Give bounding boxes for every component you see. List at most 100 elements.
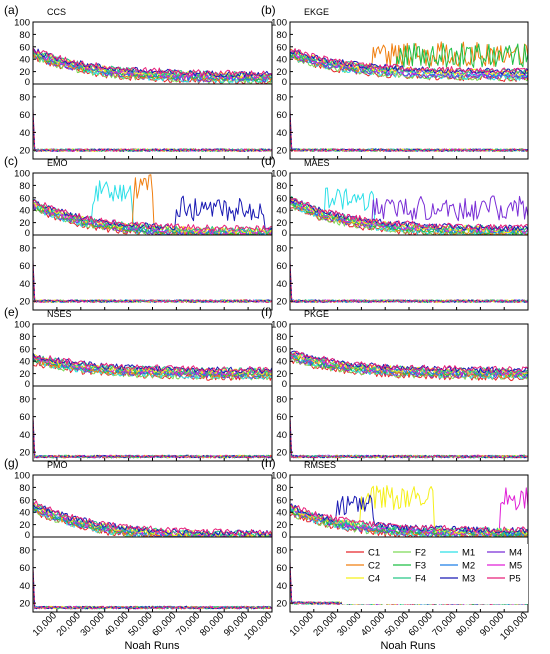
y-tick-label: 0 — [282, 228, 287, 239]
legend-label-c1: C1 — [368, 548, 380, 559]
series-line-c4-lower — [290, 113, 528, 152]
series-line-m1-lower — [290, 275, 528, 303]
series-line-m4-lower — [33, 579, 272, 610]
series-line-f3-lower — [290, 119, 528, 152]
y-tick-label: 80 — [276, 243, 287, 254]
series-line-m4-upper — [290, 53, 528, 80]
panel-letter: (d) — [261, 154, 276, 168]
y-tick-label: 80 — [276, 92, 287, 103]
series-line-p5-upper — [33, 47, 272, 77]
series-group — [290, 350, 528, 459]
series-line-c1-lower — [290, 278, 528, 303]
y-tick-label: 40 — [276, 357, 287, 368]
x-tick-label: 70,000 — [430, 610, 458, 638]
y-tick-label: 20 — [19, 599, 30, 610]
series-line-p5-lower — [290, 259, 528, 303]
y-tick-label: 40 — [276, 581, 287, 592]
series-line-f2-lower — [33, 432, 272, 459]
series-line-f3-lower — [290, 270, 528, 303]
y-tick-label: 100 — [271, 471, 287, 482]
y-tick-label: 0 — [25, 379, 30, 390]
y-tick-label: 20 — [19, 218, 30, 229]
y-tick-label: 60 — [276, 193, 287, 204]
series-line-c1-lower — [33, 127, 272, 152]
series-line-c2-lower — [290, 427, 528, 459]
series-line-m5-lower — [290, 266, 528, 303]
x-tick-label: 80,000 — [198, 610, 226, 638]
series-line-f2-lower — [33, 126, 272, 152]
series-line-f4-lower — [290, 111, 528, 152]
series-line-f4-lower — [33, 111, 272, 152]
x-axis-title-right: Noah Runs — [380, 640, 436, 652]
series-line-m5-lower — [33, 266, 272, 303]
series-line-f4-lower — [33, 262, 272, 303]
y-tick-label: 60 — [276, 412, 287, 423]
y-tick-label: 100 — [14, 169, 30, 180]
series-line-m5-lower — [33, 572, 272, 610]
x-tick-label: 50,000 — [126, 610, 154, 638]
y-tick-label: 100 — [271, 169, 287, 180]
y-tick-label: 80 — [19, 394, 30, 405]
series-line-p5-upper — [290, 196, 528, 231]
y-tick-label: 20 — [19, 297, 30, 308]
x-tick-label: 70,000 — [174, 610, 202, 638]
y-tick-label: 60 — [19, 261, 30, 272]
series-line-c4-lower — [33, 571, 272, 610]
series-line-m1-lower — [33, 275, 272, 303]
y-tick-label: 80 — [19, 332, 30, 343]
y-tick-label: 20 — [276, 67, 287, 78]
series-line-f2-lower — [290, 126, 528, 152]
series-line-m1-lower — [290, 124, 528, 152]
series-line-m2-lower — [290, 117, 528, 152]
series-line-m5-lower — [290, 421, 528, 459]
panel-letter: (c) — [4, 154, 18, 168]
legend-label-m5: M5 — [509, 561, 522, 572]
panel-letter: (g) — [4, 456, 19, 470]
series-line-f4-lower — [33, 569, 272, 610]
series-line-c4-lower — [33, 264, 272, 303]
panel-letter: (b) — [261, 3, 276, 17]
series-line-m4-lower — [290, 273, 528, 303]
y-tick-label: 20 — [276, 297, 287, 308]
series-line-c4-upper — [33, 502, 272, 538]
y-tick-label: 40 — [276, 128, 287, 139]
panel-title: MAES — [304, 158, 330, 168]
panel-title: PMO — [47, 460, 68, 470]
series-line-m4-lower — [33, 429, 272, 459]
series-line-m2-upper — [290, 352, 528, 377]
legend-label-f4: F4 — [415, 574, 426, 585]
x-tick-label: 50,000 — [383, 610, 411, 638]
panel-title: RMSES — [304, 460, 336, 470]
y-tick-label: 60 — [19, 42, 30, 53]
x-tick-label: 60,000 — [407, 610, 435, 638]
y-tick-label: 40 — [19, 128, 30, 139]
y-tick-label: 20 — [276, 448, 287, 459]
series-line-c1-lower — [290, 434, 528, 459]
y-tick-label: 100 — [14, 471, 30, 482]
legend-background — [342, 544, 528, 604]
legend-label-m2: M2 — [462, 561, 475, 572]
y-tick-label: 60 — [276, 563, 287, 574]
series-line-m1-lower — [33, 124, 272, 152]
series-line-m3-lower — [33, 261, 272, 303]
y-tick-label: 20 — [276, 520, 287, 531]
y-tick-label: 40 — [19, 581, 30, 592]
series-line-m3-lower — [290, 261, 528, 303]
series-line-p5-lower — [290, 108, 528, 152]
series-line-m1-lower — [33, 581, 272, 610]
legend-label-m3: M3 — [462, 574, 475, 585]
series-line-m5-lower — [290, 115, 528, 152]
series-line-m3-lower — [290, 416, 528, 459]
panel-frame — [32, 323, 273, 462]
panel-frame — [289, 21, 529, 160]
y-tick-label: 60 — [19, 110, 30, 121]
y-tick-label: 80 — [19, 545, 30, 556]
y-tick-label: 40 — [19, 279, 30, 290]
y-tick-label: 80 — [276, 30, 287, 41]
legend-label-f2: F2 — [415, 548, 426, 559]
x-tick-label: 80,000 — [454, 610, 482, 638]
series-line-m3-upper — [290, 199, 528, 232]
